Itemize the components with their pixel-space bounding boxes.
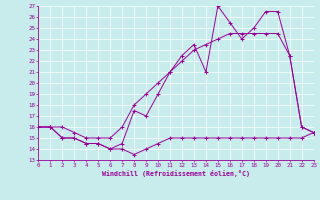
- X-axis label: Windchill (Refroidissement éolien,°C): Windchill (Refroidissement éolien,°C): [102, 170, 250, 177]
